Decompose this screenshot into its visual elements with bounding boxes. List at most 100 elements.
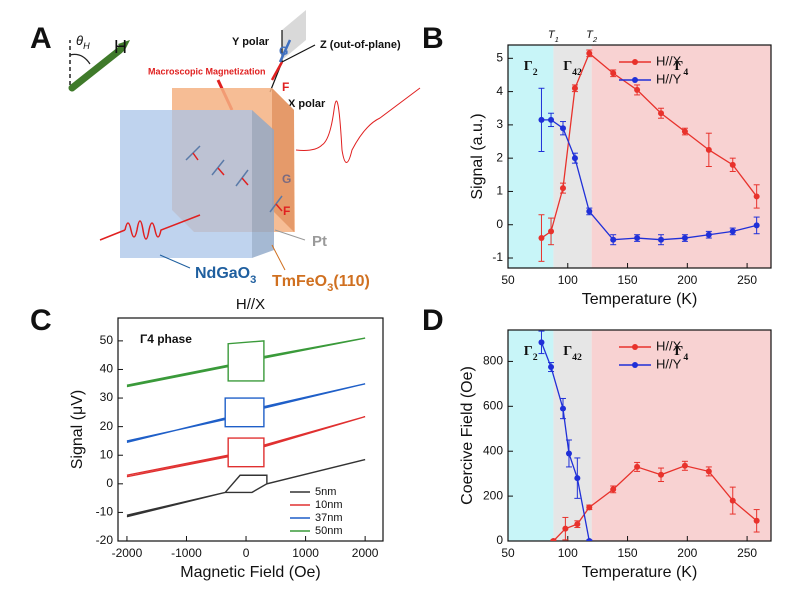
legend-marker [632, 344, 638, 350]
data-point [610, 486, 617, 493]
y-axis-label: Coercive Field (Oe) [459, 366, 476, 505]
x-tick-label: 250 [737, 273, 757, 287]
f-vector [270, 61, 284, 81]
y-tick-label: 4 [496, 84, 503, 98]
y-tick-label: 3 [496, 117, 503, 131]
y-tick-label: 0 [496, 217, 503, 231]
region-label: Γ4 [674, 344, 688, 363]
region-label: Γ42 [563, 344, 582, 363]
film-sub: 3 [327, 282, 333, 294]
boundary-label-text: T [548, 29, 556, 41]
plot-frame [507, 329, 772, 542]
x-tick-label: 50 [501, 546, 515, 560]
field-arrow [68, 46, 124, 92]
y-tick-label: 200 [483, 488, 503, 502]
y-axis-label: Signal (a.u.) [469, 113, 486, 199]
film-after: (110) [333, 273, 369, 290]
region-label-sub: 4 [683, 352, 688, 363]
data-point [753, 193, 760, 200]
data-point [548, 364, 555, 371]
region-label-sub: 42 [572, 67, 582, 78]
annotation: Γ4 phase [140, 332, 192, 346]
leader [274, 229, 306, 241]
data-point [559, 125, 566, 132]
data-point [634, 463, 641, 470]
x-tick-label: 2000 [352, 546, 379, 560]
series-line [126, 458, 366, 518]
y-tick-label: 2 [496, 150, 503, 164]
y-tick-label: -10 [96, 505, 114, 519]
series-group [538, 330, 760, 541]
region-label-text: Γ [674, 344, 683, 359]
legend-label: H//X [656, 338, 682, 353]
y-tick-label: 10 [100, 447, 114, 461]
data-point [571, 155, 578, 162]
data-point [538, 235, 545, 242]
angle-arc [69, 53, 91, 65]
region-label-text: Γ [563, 59, 572, 74]
x-tick-label: 200 [677, 273, 697, 287]
panel-letter: D [422, 304, 444, 337]
substrate-slab [120, 110, 252, 258]
series-line [126, 415, 366, 478]
leader [271, 244, 286, 271]
phase-region [508, 330, 554, 541]
data-point [634, 235, 641, 242]
y-axis-label: Signal (μV) [69, 390, 86, 469]
g-vector [278, 39, 292, 63]
data-point [538, 116, 545, 123]
series-line [126, 383, 366, 444]
legend-label: 10nm [315, 499, 343, 511]
boundary-label-sub: 1 [555, 35, 559, 44]
y-tick-label: 30 [100, 390, 114, 404]
data-point [705, 146, 712, 153]
legend-label: 50nm [315, 525, 343, 537]
axis-label: X polar [288, 98, 326, 110]
substrate-edge [252, 110, 274, 258]
x-axis-label: Temperature (K) [582, 291, 698, 308]
y-tick-label: 800 [483, 354, 503, 368]
legend-marker [632, 77, 638, 83]
x-tick-label: 250 [737, 546, 757, 560]
diagram: θH H Y polar Z (out-of-plane) X polar G … [68, 10, 421, 294]
region-label: Γ42 [563, 59, 582, 78]
data-point [705, 231, 712, 238]
y-tick-label: 50 [100, 333, 114, 347]
magnetization-label: Macroscopic Magnetization [148, 66, 266, 76]
region-label-text: Γ [524, 344, 533, 359]
data-point [729, 497, 736, 504]
x-axis-label: Temperature (K) [582, 564, 698, 581]
plot-frame [507, 44, 772, 269]
data-point [634, 86, 641, 93]
axis-label: Y polar [232, 36, 270, 48]
x-tick-label: 100 [558, 273, 578, 287]
legend-marker [632, 59, 638, 65]
substrate-text: NdGaO [195, 265, 250, 282]
data-point [574, 521, 581, 528]
data-point [753, 517, 760, 524]
substrate-label: NdGaO3 [195, 265, 256, 286]
x-tick-label: -2000 [112, 546, 143, 560]
legend-label: H//Y [656, 71, 682, 86]
boundary-label: T2 [586, 29, 598, 44]
data-point [562, 525, 569, 532]
spins-f [192, 152, 283, 212]
data-point [548, 116, 555, 123]
series-group [538, 49, 760, 262]
data-point [658, 471, 665, 478]
x-tick-label: 1000 [292, 546, 319, 560]
vector-label: G [279, 44, 288, 58]
boundary-label-sub: 2 [592, 35, 598, 44]
theta-sub: H [83, 41, 90, 51]
axis-label: Z (out-of-plane) [320, 39, 401, 51]
plot-frame [117, 317, 384, 542]
chart-title: H//X [236, 296, 265, 313]
y-tick-label: 5 [496, 50, 503, 64]
panel-letter: B [422, 22, 444, 55]
legend-label: 37nm [315, 512, 343, 524]
pt-label: Pt [312, 233, 327, 250]
region-label-sub: 2 [533, 352, 538, 363]
data-point [610, 236, 617, 243]
data-point [559, 405, 566, 412]
